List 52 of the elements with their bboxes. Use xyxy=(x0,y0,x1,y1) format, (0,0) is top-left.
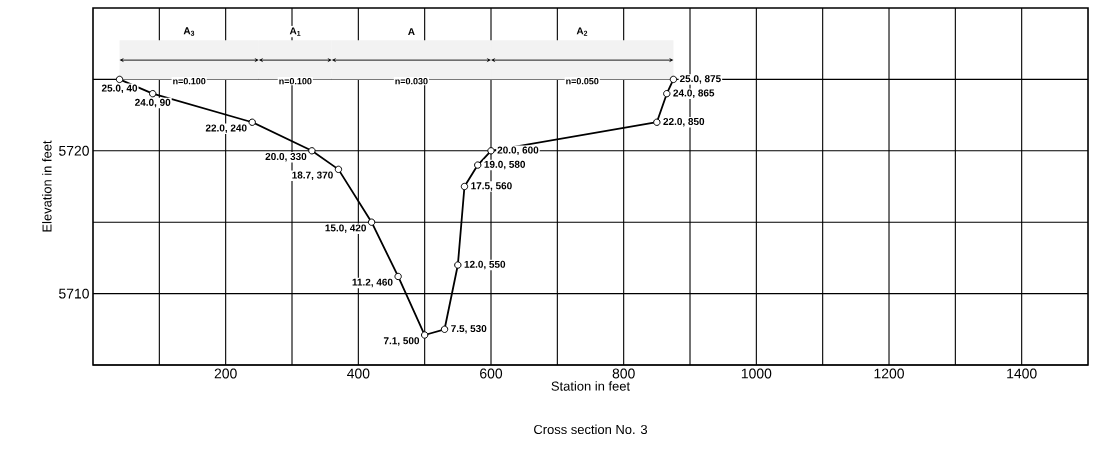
band-label: A$_{1}$ xyxy=(289,27,301,36)
annotation: 20.0, 600 xyxy=(497,146,539,156)
point xyxy=(149,89,157,98)
point xyxy=(394,272,402,281)
point xyxy=(454,261,462,269)
point xyxy=(653,118,661,126)
y-tick-label: 5720 xyxy=(59,145,89,156)
annotation: n=0.100 xyxy=(173,78,206,85)
point xyxy=(663,89,671,98)
band-label: A xyxy=(408,28,415,35)
x-tick-label: 1200 xyxy=(874,368,904,379)
annotation: 22.0, 240 xyxy=(205,124,247,133)
point xyxy=(669,75,678,84)
point xyxy=(474,161,482,169)
annotation: 18.7, 370 xyxy=(292,171,333,181)
annotation: 15.0, 420 xyxy=(325,224,367,233)
point xyxy=(367,218,376,226)
annotation: n=0.030 xyxy=(395,78,428,85)
point xyxy=(420,331,429,339)
point xyxy=(487,147,495,155)
annotation: 11.2, 460 xyxy=(352,278,393,288)
point xyxy=(115,75,124,84)
x-tick-label: 800 xyxy=(612,368,635,379)
annotation: 20.0, 330 xyxy=(265,152,307,162)
annotation: 7.1, 500 xyxy=(383,337,420,346)
x-tick-label: 1400 xyxy=(1007,368,1037,379)
annotation: 24.0, 90 xyxy=(135,98,171,108)
x-tick-label: 200 xyxy=(214,368,237,379)
annotation: 17.5, 560 xyxy=(471,182,512,191)
point xyxy=(440,325,449,333)
annotation: 25.0, 875 xyxy=(679,75,721,84)
band-label: A$_{3}$ xyxy=(183,27,195,36)
annotation: 24.0, 865 xyxy=(673,89,715,98)
annotation: n=0.050 xyxy=(566,78,599,85)
text: Cross section No. 3 xyxy=(534,424,648,435)
y-axis-title: Elevation in feet xyxy=(42,140,52,232)
annotation: 12.0, 550 xyxy=(464,260,506,270)
x-axis-title: Station in feet xyxy=(551,381,630,391)
annotation: n=0.100 xyxy=(279,78,312,85)
annotation: 7.5, 530 xyxy=(451,325,487,334)
x-tick-label: 400 xyxy=(347,368,370,379)
point xyxy=(460,182,469,191)
annotation: 19.0, 580 xyxy=(484,160,526,170)
band-label: A$_{2}$ xyxy=(576,27,588,36)
y-tick-label: 5710 xyxy=(59,288,89,299)
x-tick-label: 600 xyxy=(480,368,503,379)
x-tick-label: 1000 xyxy=(741,368,772,379)
point xyxy=(308,147,316,155)
point xyxy=(334,165,343,174)
annotation: 22.0, 850 xyxy=(663,117,705,127)
annotation: 25.0, 40 xyxy=(101,84,138,94)
point xyxy=(248,118,256,126)
